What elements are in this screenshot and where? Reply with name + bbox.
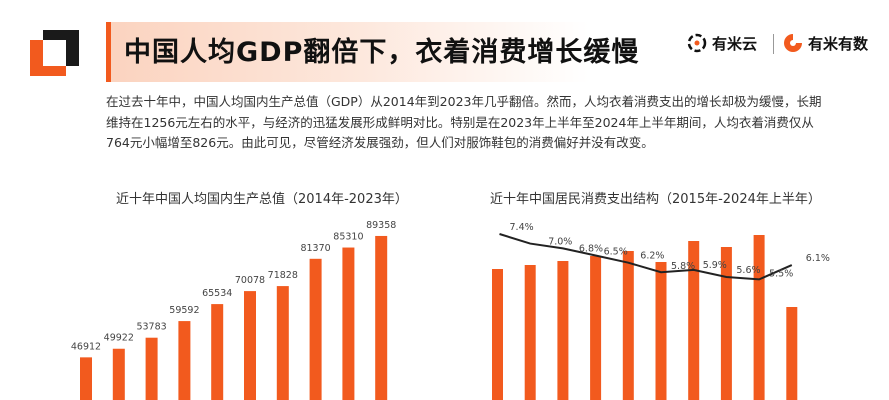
- logo-square-cutout: [43, 40, 66, 66]
- gdp-bar: [80, 357, 92, 400]
- gdp-bar: [244, 291, 256, 400]
- title-accent-bar: [106, 22, 111, 82]
- gdp-bar-label: 53783: [136, 322, 166, 333]
- gdp-bar-label: 85310: [333, 232, 363, 243]
- brand-divider: [773, 34, 774, 54]
- gdp-bar: [342, 247, 355, 400]
- gdp-bar-label: 65534: [202, 288, 232, 299]
- clothing-share-label: 6.2%: [640, 251, 664, 262]
- chart1-title: 近十年中国人均国内生产总值（2014年-2023年）: [116, 192, 408, 207]
- intro-paragraph: 在过去十年中，中国人均国内生产总值（GDP）从2014年到2023年几乎翻倍。然…: [106, 94, 822, 150]
- gdp-bar: [309, 258, 322, 400]
- youmiyoushu-logo-icon: [784, 34, 802, 52]
- gdp-bar-label: 46912: [71, 341, 101, 352]
- gdp-bar-label: 89358: [366, 220, 396, 231]
- consumption-bar: [557, 261, 569, 400]
- clothing-share-label: 5.6%: [736, 265, 760, 276]
- gdp-bar-label: 70078: [235, 275, 265, 286]
- consumption-bar: [492, 269, 503, 400]
- clothing-share-label: 5.5%: [769, 268, 793, 279]
- clothing-share-label: 5.8%: [671, 261, 695, 272]
- gdp-bar: [112, 348, 125, 400]
- consumption-bar: [655, 262, 667, 400]
- consumption-bar: [524, 265, 536, 400]
- title-banner: [106, 22, 674, 82]
- clothing-share-label: 5.9%: [703, 260, 727, 271]
- consumption-bar: [590, 256, 602, 400]
- clothing-share-label: 7.0%: [548, 237, 572, 248]
- brand-youmiyun: 有米云: [686, 31, 757, 55]
- consumption-bar: [786, 307, 798, 400]
- clothing-share-line: [499, 233, 793, 281]
- consumption-bar: [720, 247, 732, 400]
- consumption-bar: [622, 251, 634, 400]
- brand-right-label: 有米有数: [808, 34, 869, 53]
- youmiyun-logo-icon: [687, 33, 707, 53]
- clothing-share-label: 6.8%: [579, 243, 603, 254]
- consumption-bar: [753, 235, 765, 400]
- gdp-bar-label: 81370: [300, 243, 330, 254]
- clothing-share-label: 6.5%: [604, 247, 628, 258]
- gdp-bar-label: 59592: [169, 305, 199, 316]
- clothing-share-label: 6.1%: [806, 253, 830, 264]
- clothing-share-label: 7.4%: [510, 222, 534, 233]
- consumption-bar: [688, 241, 700, 400]
- chart2-title: 近十年中国居民消费支出结构（2015年-2024年上半年）: [490, 192, 821, 207]
- gdp-bar-label: 49922: [104, 333, 134, 344]
- brand-youmiyoushu: 有米有数: [782, 31, 868, 55]
- gdp-bar: [211, 304, 224, 400]
- gdp-bar: [178, 321, 191, 400]
- gdp-bar: [276, 286, 289, 400]
- page-title: 中国人均GDP翻倍下，衣着消费增长缓慢: [124, 37, 640, 68]
- gdp-bar: [375, 235, 388, 400]
- gdp-bar-label: 71828: [268, 270, 298, 281]
- brand-left-label: 有米云: [712, 34, 758, 53]
- gdp-bar: [145, 337, 158, 400]
